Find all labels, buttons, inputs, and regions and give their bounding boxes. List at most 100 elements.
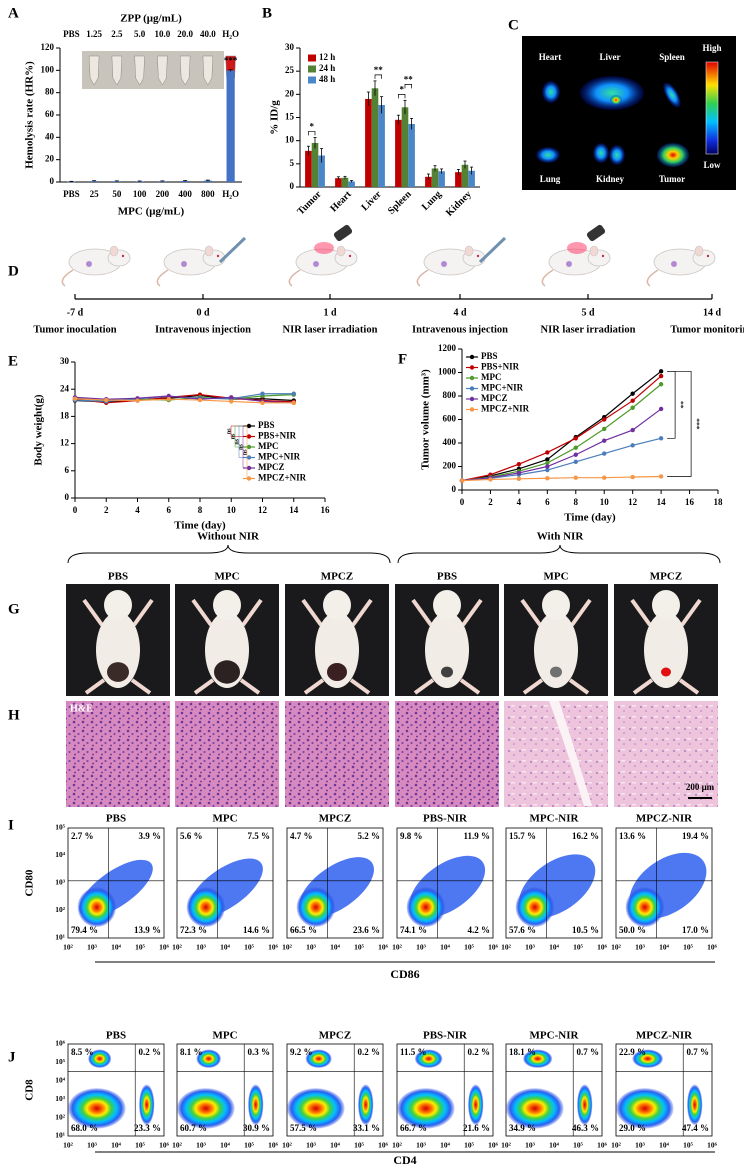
- flow-density: [186, 887, 225, 927]
- histology: [66, 701, 170, 807]
- legend-label: MPC: [258, 441, 279, 451]
- y-tick-label: 24: [60, 383, 70, 393]
- flow-title: PBS-NIR: [423, 1030, 468, 1042]
- bar: [318, 155, 325, 187]
- x-axis-label: Time (day): [174, 520, 226, 532]
- x-tick-label: 10²: [501, 943, 512, 952]
- flow-density: [305, 1049, 332, 1068]
- y-tick-label: 1200: [438, 343, 457, 353]
- brace: [397, 544, 721, 564]
- mouse-tail: [156, 269, 169, 287]
- panel-label: I: [8, 817, 14, 833]
- data-point: [545, 457, 550, 462]
- quadrant-value: 29.0 %: [619, 1123, 646, 1133]
- bar: [431, 168, 439, 187]
- timeline-day: 5 d: [581, 307, 595, 318]
- data-point: [72, 396, 78, 401]
- x-tick-label: 10⁴: [659, 943, 670, 952]
- mouse-limbs: [301, 598, 373, 695]
- data-point: [630, 427, 635, 433]
- laser-glow: [314, 242, 334, 254]
- mouse-ear: [109, 245, 119, 257]
- quadrant-value: 2.7 %: [71, 831, 94, 841]
- x-tick-label: 10⁵: [573, 943, 584, 952]
- x-tick-label: 10⁶: [488, 1141, 499, 1150]
- legend-marker: [246, 444, 252, 450]
- x-tick-label: 10²: [63, 1141, 74, 1150]
- data-point: [197, 397, 203, 403]
- mouse-limbs: [82, 598, 154, 695]
- photo-label: PBS: [108, 571, 128, 583]
- photo-label: MPC: [543, 571, 568, 583]
- y-tick-label: 60: [45, 109, 55, 119]
- significance-bracket: [667, 370, 692, 477]
- timeline-event: NIR laser irradiation: [541, 324, 636, 335]
- quadrant-value: 13.6 %: [619, 831, 646, 841]
- y-tick-label: 1000: [438, 367, 457, 377]
- legend-marker: [246, 455, 252, 460]
- data-point: [459, 478, 465, 483]
- bar: [348, 181, 355, 187]
- y-tick-label: 600: [443, 414, 457, 424]
- data-point: [658, 474, 664, 479]
- legend-label: MPCZ: [258, 462, 285, 472]
- flow-density: [177, 1088, 235, 1129]
- x-tick-label: 10⁵: [573, 1141, 584, 1150]
- y-tick-label: 0: [65, 492, 70, 502]
- bar: [226, 70, 235, 182]
- organ-spleen: [663, 82, 681, 108]
- x-tick-label: 10³: [306, 943, 317, 952]
- organ-liver: [580, 76, 644, 110]
- x-tick-label: 6: [545, 497, 550, 507]
- x-tick-label: 10⁶: [159, 1141, 170, 1150]
- x-tick-label: 10⁶: [378, 1141, 389, 1150]
- data-point: [602, 451, 607, 456]
- legend-label: MPCZ+NIR: [258, 473, 307, 483]
- mouse-ear: [589, 245, 599, 257]
- y-tick-label: 40: [45, 131, 55, 141]
- x-tick-label: Liver: [359, 189, 384, 214]
- tube: [111, 55, 123, 86]
- bar: [395, 119, 402, 187]
- quadrant-value: 72.3 %: [180, 925, 207, 935]
- top-tick-label: PBS: [63, 29, 80, 39]
- legend-marker: [469, 407, 475, 412]
- x-axis-label: CD86: [390, 967, 419, 981]
- imaging-background: [522, 36, 736, 190]
- mouse-tumor: [671, 261, 677, 267]
- y-tick-label: 10¹: [55, 1131, 65, 1140]
- x-tick-label: 200: [156, 189, 170, 199]
- y-tick-label: 10: [285, 135, 295, 145]
- legend-marker: [246, 434, 252, 439]
- legend-marker: [246, 423, 252, 429]
- quadrant-value: 3.9 %: [139, 831, 162, 841]
- x-tick-label: 12: [258, 505, 268, 515]
- x-tick-label: 2: [104, 505, 109, 515]
- x-tick-label: 10⁶: [707, 1141, 718, 1150]
- mouse-tumor: [214, 660, 240, 684]
- flow-density: [468, 1084, 484, 1125]
- x-tick-label: 2: [488, 497, 493, 507]
- quadrant-value: 15.7 %: [509, 831, 536, 841]
- x-tick-label: 10⁵: [464, 1141, 475, 1150]
- bar: [90, 181, 99, 182]
- colorbar: [705, 61, 719, 155]
- bar: [455, 172, 462, 187]
- legend-label: PBS: [481, 351, 498, 361]
- x-tick-label: 14: [289, 505, 299, 515]
- data-point: [516, 470, 522, 476]
- bar: [203, 180, 212, 182]
- y-tick-label: 25: [285, 65, 295, 75]
- stain-label: H&E: [70, 703, 93, 714]
- x-tick-label: 400: [178, 189, 192, 199]
- data-point: [166, 396, 171, 402]
- data-point: [545, 476, 550, 481]
- flow-density: [139, 1084, 155, 1125]
- x-tick-label: 10⁴: [549, 1141, 560, 1150]
- flow-density: [68, 1088, 126, 1129]
- histology: [285, 701, 389, 807]
- data-point: [516, 461, 522, 467]
- y-tick-label: 10⁵: [55, 823, 66, 832]
- y-tick-label: 200: [443, 461, 457, 471]
- data-point: [630, 405, 635, 410]
